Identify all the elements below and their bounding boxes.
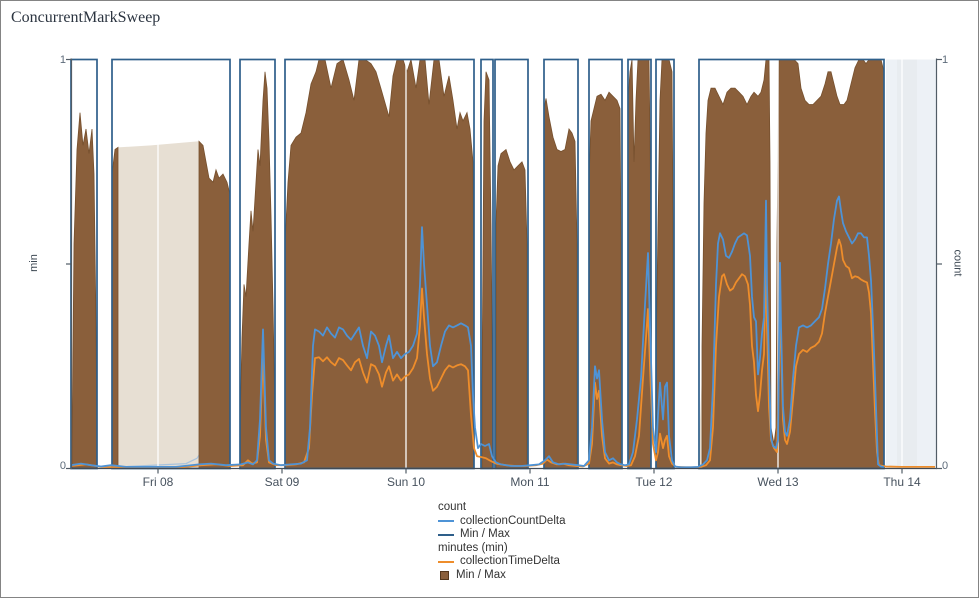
time-minmax-area (239, 71, 276, 469)
legend: count collectionCountDelta Min / Max minute… (438, 501, 565, 582)
legend-item-label: collectionCountDelta (460, 514, 566, 527)
time-minmax-area (284, 58, 475, 469)
legend-square-swatch (440, 570, 449, 580)
legend-line-swatch (438, 533, 454, 536)
legend-item: collectionCountDelta (438, 515, 565, 529)
page-title: ConcurrentMarkSweep (11, 9, 161, 26)
x-tick-label: Sat 09 (264, 475, 300, 489)
x-tick-label: Tue 12 (635, 475, 673, 489)
left-axis-title: min (27, 254, 40, 272)
x-tick-label: Mon 11 (510, 475, 550, 489)
time-minmax-area (71, 112, 98, 469)
time-minmax-area (481, 71, 494, 469)
collection-time-delta-line (70, 238, 935, 469)
right-axis-bottom-label: 0 (942, 460, 949, 472)
thu-gridline-band (897, 59, 917, 469)
time-minmax-area (198, 140, 231, 469)
legend-item: Min / Max (438, 569, 565, 583)
right-axis-title: count (951, 249, 964, 277)
collection-count-delta-line (70, 195, 885, 469)
legend-item: Min / Max (438, 528, 565, 542)
legend-line-swatch (438, 520, 454, 523)
x-tick-label: Thu 14 (883, 475, 921, 489)
left-axis-bottom-label: 0 (59, 460, 66, 472)
legend-item: collectionTimeDelta (438, 555, 565, 569)
legend-group-label: minutes (min) (438, 541, 508, 554)
time-minmax-area (543, 98, 578, 469)
legend-item-label: collectionTimeDelta (460, 555, 560, 567)
legend-group-label: count (438, 501, 467, 513)
left-axis-top-label: 1 (59, 54, 66, 66)
time-minmax-area (495, 148, 528, 469)
right-axis-top-label: 1 (942, 54, 949, 66)
x-tick-label: Wed 13 (757, 475, 799, 489)
legend-item-label: Min / Max (460, 528, 510, 540)
legend-item-label: Min / Max (456, 568, 506, 581)
legend-line-swatch (438, 560, 454, 563)
time-minmax-area (111, 146, 119, 469)
x-tick-label: Fri 08 (142, 475, 174, 489)
x-tick-label: Sun 10 (386, 475, 426, 489)
